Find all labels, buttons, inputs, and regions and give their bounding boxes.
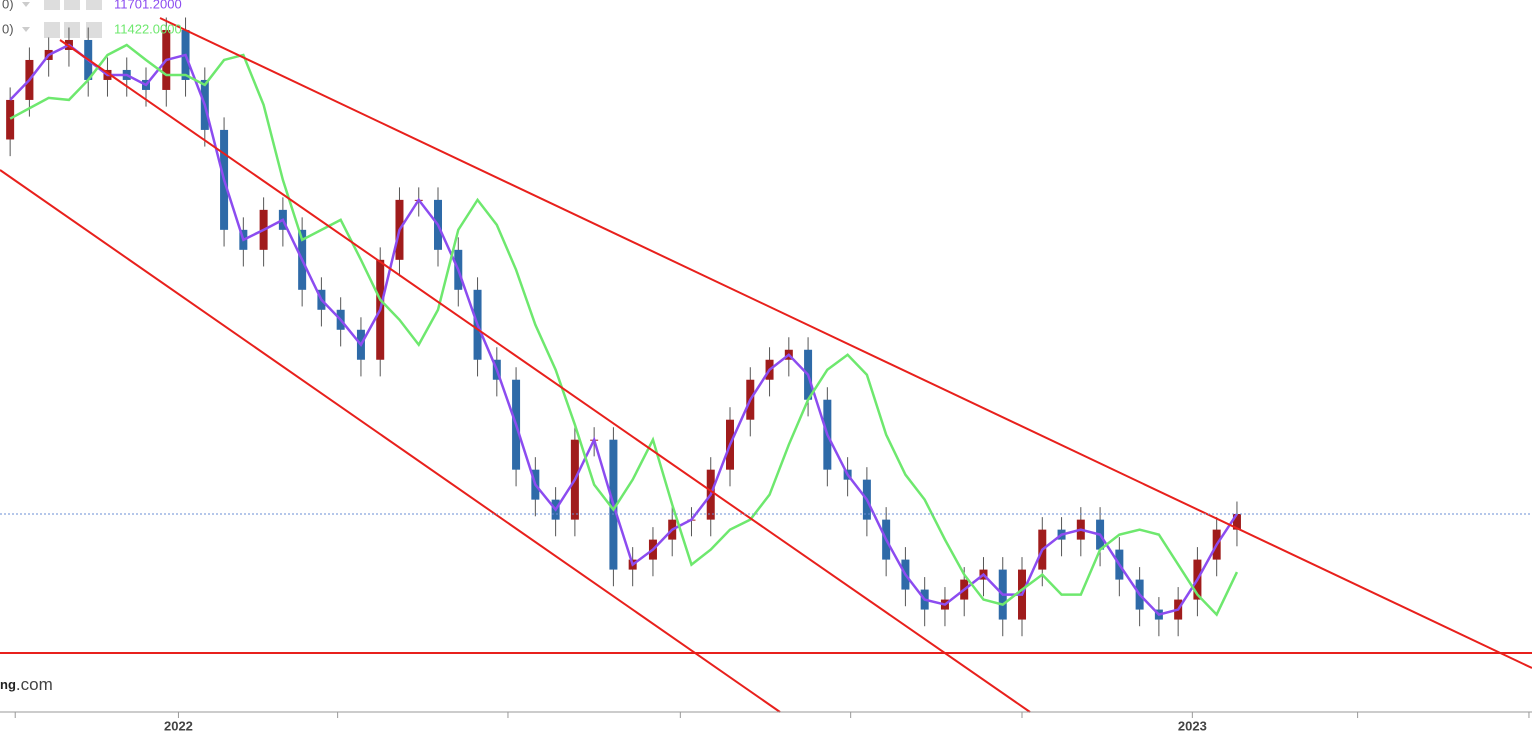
trend-line [159, 17, 1532, 669]
legend-prefix: 0) [2, 21, 14, 36]
candle-body [6, 99, 15, 140]
trend-line [0, 169, 781, 713]
close-icon[interactable] [86, 0, 102, 10]
trend-lines [0, 17, 1532, 713]
close-icon[interactable] [86, 22, 102, 38]
watermark-bold: ng [0, 677, 16, 692]
indicator-value: 11422.0000 [114, 21, 182, 36]
legend-prefix: 0) [2, 0, 14, 11]
moving-average [9, 43, 1239, 617]
watermark-rest: .com [16, 675, 53, 694]
gear-icon[interactable] [64, 22, 80, 38]
dropdown-icon[interactable] [22, 2, 30, 32]
toolbar: 0) 0) [2, 0, 102, 38]
x-tick-label: 2023 [1178, 718, 1207, 733]
eye-icon[interactable] [44, 22, 60, 38]
trend-line [59, 39, 1031, 713]
gear-icon[interactable] [64, 0, 80, 10]
indicator-value: 11701.2000 [114, 0, 182, 11]
candle-body [1232, 514, 1241, 530]
candles [6, 17, 1241, 637]
moving-average [9, 43, 1239, 616]
eye-icon[interactable] [44, 0, 60, 10]
x-tick-label: 2022 [164, 718, 193, 733]
watermark: ng.com [0, 675, 53, 694]
